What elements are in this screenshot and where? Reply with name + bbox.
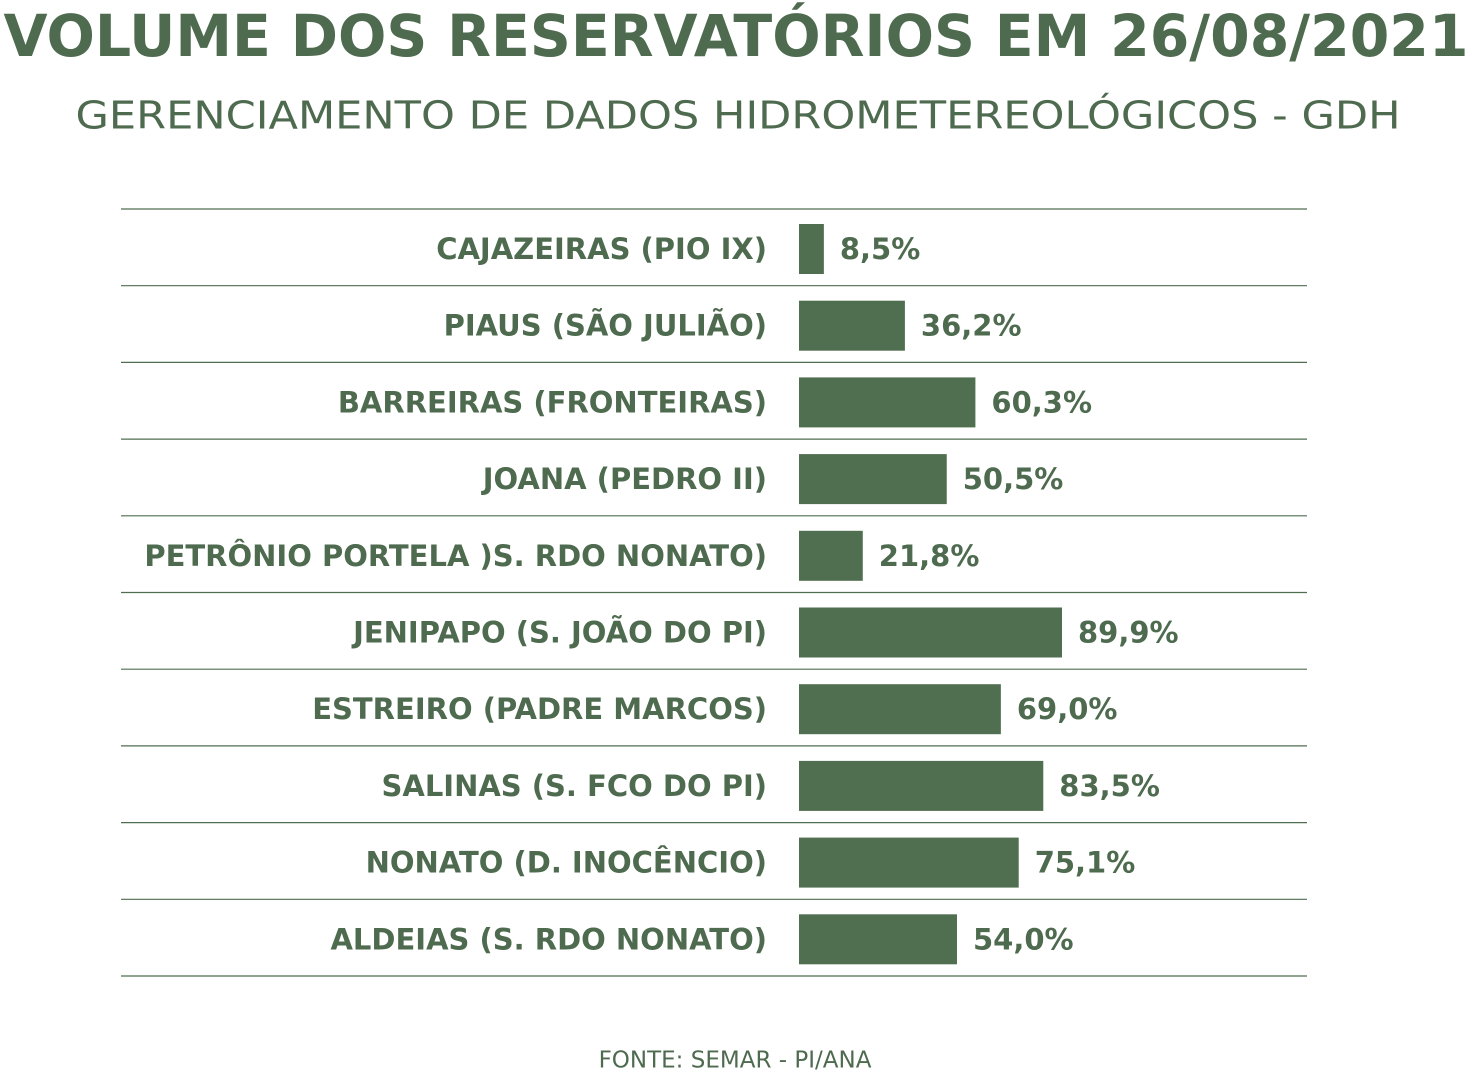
value-label: 75,1% [1035,846,1136,880]
value-label: 54,0% [973,922,1074,956]
value-label: 60,3% [991,385,1092,419]
bar [799,684,1001,735]
bar [799,837,1019,888]
value-label: 83,5% [1059,769,1160,803]
value-label: 50,5% [963,462,1064,496]
bar [799,377,976,428]
value-label: 21,8% [879,539,980,573]
bar [799,454,947,505]
value-label: 89,9% [1078,616,1179,650]
bar [799,607,1062,658]
value-label: 69,0% [1017,692,1118,726]
chart-title: VOLUME DOS RESERVATÓRIOS EM 26/08/2021 [4,1,1469,70]
category-label: BARREIRAS (FRONTEIRAS) [338,385,767,419]
category-label: PIAUS (SÃO JULIÃO) [444,309,767,343]
value-label: 8,5% [840,232,920,266]
chart-subtitle: GERENCIAMENTO DE DADOS HIDROMETEREOLÓGIC… [76,94,1401,138]
bar [799,760,1044,811]
category-label: PETRÔNIO PORTELA )S. RDO NONATO) [144,539,767,573]
category-label: JENIPAPO (S. JOÃO DO PI) [351,616,767,650]
category-label: ESTREIRO (PADRE MARCOS) [312,692,767,726]
category-label: ALDEIAS (S. RDO NONATO) [330,922,767,956]
category-label: SALINAS (S. FCO DO PI) [381,769,767,803]
value-label: 36,2% [921,309,1022,343]
bar [799,224,824,274]
category-label: CAJAZEIRAS (PIO IX) [436,232,767,266]
bar [799,914,957,965]
bar [799,300,905,351]
source: FONTE: SEMAR - PI/ANA [599,1048,872,1073]
category-label: JOANA (PEDRO II) [481,462,767,496]
category-label: NONATO (D. INOCÊNCIO) [366,846,767,880]
bar [799,530,863,581]
